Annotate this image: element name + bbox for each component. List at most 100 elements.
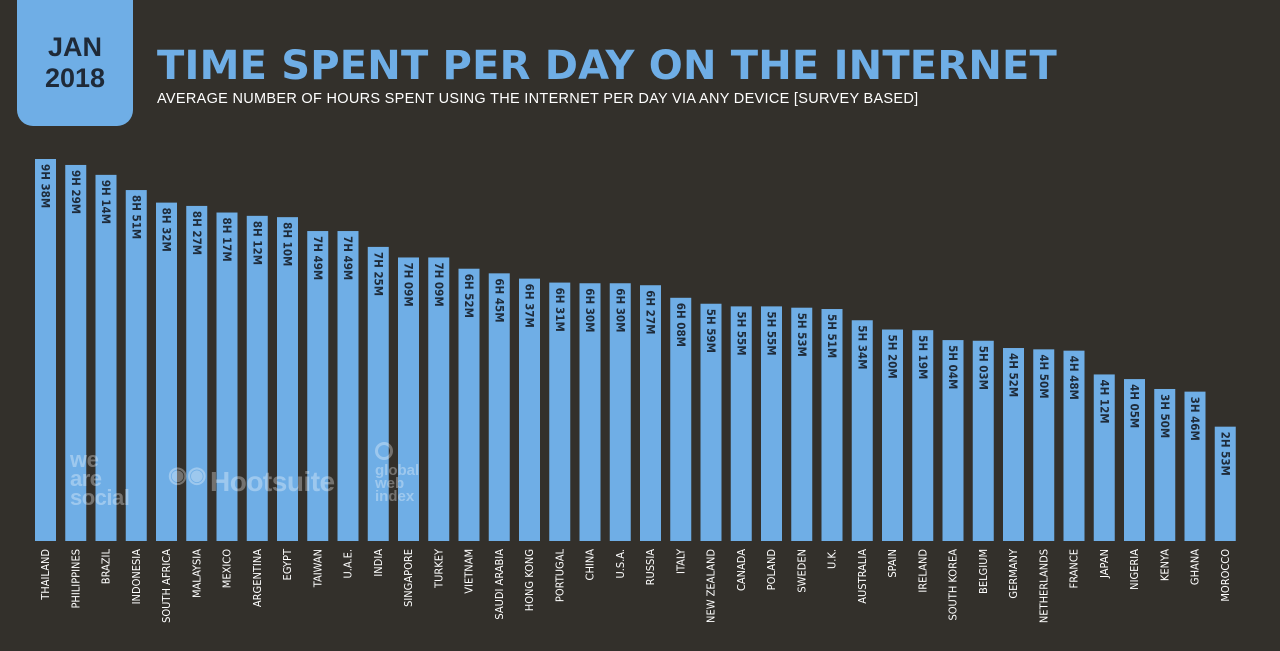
value-label: 7H 49M	[341, 236, 355, 280]
value-label: 6H 31M	[553, 288, 567, 332]
bar-france	[1063, 350, 1085, 541]
category-label: SWEDEN	[795, 549, 808, 593]
value-label: 8H 12M	[250, 221, 264, 265]
bar-singapore	[398, 257, 419, 541]
value-label: 8H 32M	[160, 208, 174, 252]
value-label: 7H 09M	[432, 262, 446, 306]
bar-u-k	[821, 309, 843, 541]
owl-icon: ◉◉	[168, 462, 207, 487]
category-label: JAPAN	[1098, 549, 1111, 579]
bar-argentina	[246, 215, 268, 541]
bar-nigeria	[1124, 379, 1145, 541]
category-label: RUSSIA	[644, 549, 657, 586]
bar-u-a-e	[337, 231, 359, 542]
value-label: 8H 17M	[220, 218, 234, 262]
category-label: U.A.E.	[342, 549, 355, 579]
chart-title: TIME SPENT PER DAY ON THE INTERNET	[157, 43, 1058, 89]
category-label: GERMANY	[1007, 548, 1020, 599]
bar-italy	[670, 297, 692, 541]
value-label: 4H 48M	[1067, 356, 1081, 400]
value-label: 9H 29M	[69, 170, 83, 214]
category-label: NEW ZEALAND	[705, 549, 718, 623]
category-label: IRELAND	[916, 549, 929, 593]
category-label: NETHERLANDS	[1037, 549, 1050, 623]
globalwebindex-logo: global web index	[375, 442, 419, 504]
globe-icon	[375, 442, 393, 460]
bar-poland	[761, 306, 782, 541]
date-badge: JAN 2018	[17, 0, 133, 126]
category-label: PORTUGAL	[553, 549, 566, 603]
category-label: U.S.A.	[614, 549, 627, 579]
category-label: FRANCE	[1068, 549, 1081, 588]
chart-subtitle: AVERAGE NUMBER OF HOURS SPENT USING THE …	[157, 91, 919, 107]
value-label: 6H 37M	[523, 284, 537, 328]
value-label: 9H 38M	[39, 164, 53, 208]
bar-south-korea	[942, 340, 964, 541]
category-label: MEXICO	[221, 549, 234, 588]
category-label: BELGIUM	[977, 549, 990, 594]
category-label: CHINA	[584, 549, 597, 581]
category-label: PHILIPPINES	[69, 549, 82, 609]
category-label: INDONESIA	[130, 549, 143, 605]
value-label: 5H 34M	[855, 325, 869, 369]
value-label: 7H 49M	[311, 236, 325, 280]
value-label: 8H 51M	[129, 195, 143, 239]
badge-year: 2018	[44, 63, 106, 93]
bar-morocco	[1214, 426, 1236, 541]
logo-gwi-line-2: web	[375, 475, 405, 492]
category-label: VIETNAM	[463, 549, 476, 594]
bar-netherlands	[1033, 349, 1055, 541]
category-label: HONG KONG	[523, 549, 536, 611]
bar-philippines	[65, 164, 87, 541]
bar-taiwan	[307, 231, 329, 542]
bar-u-s-a	[609, 283, 631, 541]
value-label: 5H 03M	[976, 346, 990, 390]
value-label: 4H 52M	[1007, 353, 1021, 397]
partner-logos: we are social ◉◉ Hootsuite global web in…	[70, 440, 490, 520]
category-label: NIGERIA	[1128, 549, 1141, 590]
value-label: 4H 50M	[1037, 354, 1051, 398]
category-label: SAUDI ARABIA	[493, 549, 506, 620]
category-label: BRAZIL	[100, 549, 113, 585]
bar-new-zealand	[700, 303, 722, 541]
value-label: 5H 51M	[825, 314, 839, 358]
logo-was-line-1: we	[70, 447, 99, 472]
bar-kenya	[1154, 388, 1176, 541]
value-label: 3H 50M	[1158, 394, 1172, 438]
bar-brazil	[95, 174, 117, 542]
value-label: 6H 08M	[674, 303, 688, 347]
bar-south-africa	[156, 202, 177, 541]
category-label: SOUTH KOREA	[947, 549, 960, 621]
value-label: 6H 27M	[644, 290, 658, 334]
we-are-social-logo: we are social	[70, 447, 130, 509]
category-label: SOUTH AFRICA	[160, 549, 173, 623]
value-label: 4H 12M	[1097, 379, 1111, 423]
category-label: ITALY	[674, 548, 687, 574]
value-label: 5H 55M	[734, 311, 748, 355]
value-label: 5H 53M	[795, 313, 809, 357]
logo-was-line-2: are	[70, 466, 102, 491]
bar-indonesia	[125, 190, 147, 541]
category-label: THAILAND	[39, 549, 52, 601]
value-label: 8H 27M	[190, 211, 204, 255]
value-label: 5H 20M	[886, 335, 900, 379]
bar-japan	[1093, 374, 1115, 541]
hootsuite-logo: Hootsuite	[210, 466, 335, 497]
value-label: 8H 10M	[281, 222, 295, 266]
category-label: EGYPT	[281, 548, 294, 580]
category-label: ARGENTINA	[251, 549, 264, 607]
value-label: 4H 05M	[1128, 384, 1142, 428]
bar-portugal	[549, 282, 571, 541]
value-label: 6H 52M	[462, 274, 476, 318]
category-label: INDIA	[372, 549, 385, 577]
value-label: 6H 30M	[583, 288, 597, 332]
category-label: U.K.	[826, 549, 839, 569]
category-label: MALAYSIA	[190, 549, 203, 598]
category-label: GHANA	[1189, 549, 1202, 585]
bar-belgium	[972, 340, 994, 541]
category-label: TAIWAN	[311, 549, 324, 588]
bar-sweden	[791, 307, 813, 541]
badge-month: JAN	[47, 32, 102, 62]
category-label: MOROCCO	[1219, 549, 1232, 602]
